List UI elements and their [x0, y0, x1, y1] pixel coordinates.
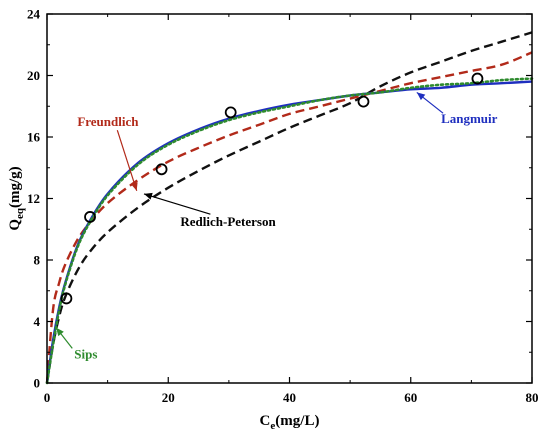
y-tick-label: 12: [27, 191, 40, 206]
plot-content: Freundlich Redlich-Peterson Langmuir Sips: [45, 31, 534, 385]
data-point: [471, 72, 484, 85]
y-tick-label: 4: [34, 314, 41, 329]
annotation-label-redlich-peterson: Redlich-Peterson: [180, 214, 276, 229]
y-tick-label: 20: [27, 68, 40, 83]
y-tick-label: 24: [27, 7, 41, 22]
y-axis-label: Qeq(mg/g): [7, 166, 26, 230]
annotation-arrowhead-freundlich: [131, 182, 138, 191]
series-line-freundlich: [45, 51, 533, 384]
annotation-label-langmuir: Langmuir: [441, 111, 498, 126]
y-tick-label: 8: [34, 253, 41, 268]
data-point: [60, 292, 73, 305]
annotation-arrow-redlich-peterson: [143, 193, 211, 215]
annotation-label-sips: Sips: [74, 346, 97, 361]
y-tick-label: 16: [27, 130, 41, 145]
annotation-arrowhead-sips: [56, 327, 64, 337]
y-tick-label: 0: [34, 376, 41, 391]
data-point: [357, 95, 370, 108]
x-tick-label: 60: [404, 390, 417, 405]
axis-ticks: 0 20 40 60 80 0 4 8 12 16 20 24: [27, 7, 539, 406]
x-tick-label: 80: [526, 390, 539, 405]
x-tick-label: 20: [162, 390, 175, 405]
annotation-arrowhead-langmuir: [416, 92, 426, 101]
x-tick-label: 40: [283, 390, 296, 405]
data-point: [155, 163, 168, 176]
annotation-arrow-freundlich: [116, 130, 138, 191]
annotation-arrowhead-redlich-peterson: [144, 192, 153, 200]
x-axis-label: Ce(mg/L): [260, 413, 320, 432]
x-tick-label: 0: [44, 390, 51, 405]
data-point: [84, 211, 96, 223]
plot-frame: [46, 13, 533, 384]
series-line-redlich-peterson: [45, 31, 533, 384]
data-point: [224, 106, 237, 119]
annotation-label-freundlich: Freundlich: [77, 114, 139, 129]
series-line-sips: [45, 77, 534, 385]
